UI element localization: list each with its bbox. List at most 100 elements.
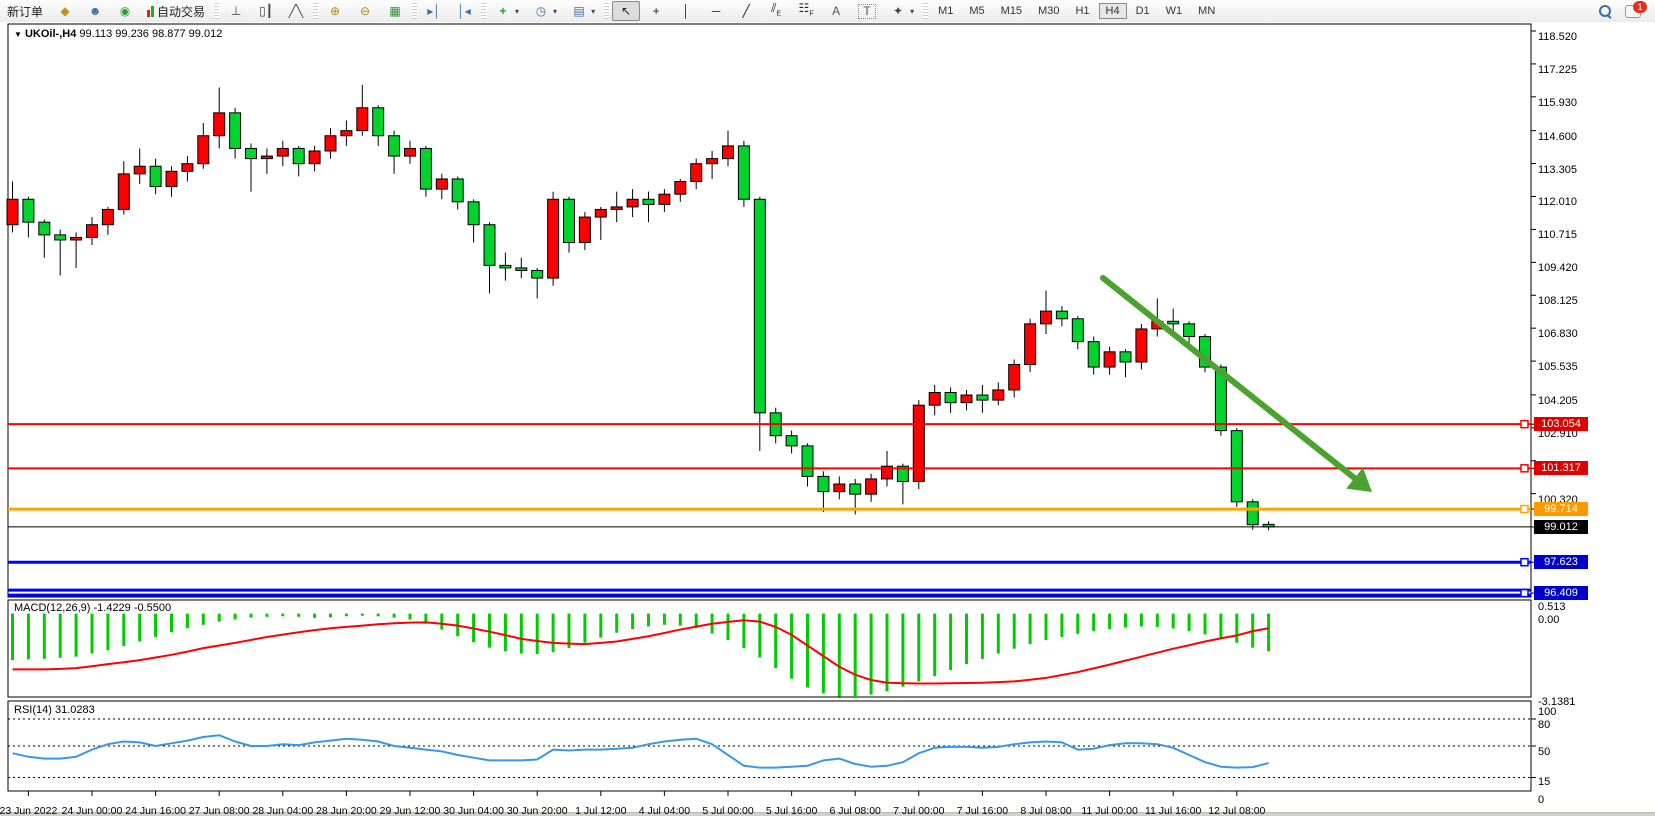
timeframe-button-H4[interactable]: H4 — [1098, 3, 1127, 19]
price-tick-label: 108.125 — [1538, 295, 1578, 308]
candle — [547, 198, 560, 279]
candle — [324, 135, 337, 152]
collapse-triangle-icon[interactable]: ▼ — [14, 30, 22, 39]
signal-broadcast-button[interactable]: ◉ — [111, 1, 139, 21]
price-tick-label: 110.715 — [1538, 229, 1577, 242]
candle — [928, 391, 941, 406]
text-button[interactable]: A — [822, 1, 850, 21]
toolbar-grip — [481, 3, 487, 19]
horizontal-line-icon: ─ — [711, 4, 721, 18]
crosshair-icon: + — [652, 4, 660, 18]
template-button[interactable]: ▤ ▾ — [565, 1, 601, 21]
price-line-badge: 103.054 — [1534, 417, 1588, 432]
price-line-badge: 101.317 — [1534, 461, 1588, 476]
horizontal-line-button[interactable]: ─ — [702, 1, 730, 21]
hline-handle[interactable] — [1520, 557, 1529, 567]
candle — [1246, 501, 1259, 526]
macd-values: -1.4229 -0.5500 — [93, 602, 172, 614]
candle — [658, 193, 671, 205]
new-order-button[interactable]: 新订单 — [1, 1, 49, 22]
trend-arrow-head — [1346, 467, 1372, 492]
timeframe-button-W1[interactable]: W1 — [1165, 5, 1183, 17]
timeframe-button-D1[interactable]: D1 — [1135, 5, 1150, 17]
price-pane[interactable] — [7, 23, 1532, 598]
insert-group: + ▾ ◷ ▾ ▤ ▾ — [488, 0, 602, 22]
candlestick-chart-button[interactable]: ▯┃ — [252, 1, 280, 21]
auto-trading-button[interactable]: 自动交易 — [141, 1, 211, 22]
hline-handle[interactable] — [1520, 419, 1529, 429]
candle — [1024, 323, 1037, 366]
price-tick-label: 112.010 — [1538, 196, 1577, 209]
terminal-button[interactable]: ◆ — [51, 1, 79, 21]
channel-button[interactable]: ⫽E — [762, 0, 790, 24]
candle — [1040, 310, 1052, 325]
trend-arrow[interactable] — [1100, 275, 1365, 487]
time-tick-label: 4 Jul 04:00 — [638, 805, 691, 816]
candle — [435, 178, 448, 190]
price-line-badge: 96.409 — [1534, 586, 1588, 601]
text-label-button[interactable]: T — [852, 2, 882, 21]
indicators-button[interactable]: + ▾ — [489, 1, 525, 21]
crosshair-button[interactable]: + — [642, 1, 670, 21]
line-chart-button[interactable]: ╱╲ — [282, 1, 310, 21]
text-icon: A — [832, 4, 841, 18]
macd-pane[interactable] — [7, 599, 1532, 698]
timeframe-button-M30[interactable]: M30 — [1038, 5, 1060, 17]
trendline-button[interactable]: ╱ — [732, 1, 760, 21]
candle — [801, 445, 814, 477]
tile-windows-icon: ▦ — [389, 4, 401, 18]
cursor-button[interactable]: ↖ — [612, 1, 641, 21]
hline-handle[interactable] — [1520, 504, 1529, 514]
auto-trading-icon — [147, 5, 155, 17]
candle — [626, 198, 639, 208]
market-watch-button[interactable]: ☻ — [81, 1, 109, 21]
rsi-line — [12, 734, 1269, 769]
text-label-icon: T — [858, 3, 877, 19]
bar-chart-button[interactable]: ⊥ — [222, 1, 250, 21]
auto-trading-label: 自动交易 — [157, 4, 206, 19]
timeframe-button-MN[interactable]: MN — [1198, 5, 1216, 17]
candle — [1103, 351, 1116, 368]
candle — [817, 475, 830, 493]
candle — [690, 163, 703, 182]
price-tick-label: 104.205 — [1538, 394, 1578, 407]
shift-chart-button[interactable]: │◂ — [450, 1, 478, 21]
rsi-value: 31.0283 — [54, 704, 95, 716]
candle — [213, 112, 226, 137]
candle — [6, 198, 19, 226]
zoom-out-button[interactable]: ⊖ — [351, 1, 379, 21]
template-icon: ▤ — [573, 4, 585, 18]
zoom-in-button[interactable]: ⊕ — [321, 1, 349, 21]
zoom-in-icon: ⊕ — [330, 4, 341, 18]
auto-scroll-button[interactable]: ▸│ — [420, 1, 448, 21]
candle — [706, 158, 719, 165]
fibonacci-button[interactable]: ☷F — [792, 0, 820, 24]
hline-handle[interactable] — [1520, 588, 1529, 598]
candle — [308, 150, 321, 165]
timeframe-button-M15[interactable]: M15 — [1000, 5, 1023, 17]
chart-canvas[interactable] — [0, 22, 1655, 816]
timeframe-button-H1[interactable]: H1 — [1075, 5, 1090, 17]
timeframe-button-M5[interactable]: M5 — [969, 5, 985, 17]
shapes-button[interactable]: ✦ ▾ — [884, 1, 920, 21]
signal-broadcast-icon: ◉ — [119, 4, 131, 18]
tile-windows-button[interactable]: ▦ — [381, 1, 409, 21]
vertical-line-button[interactable]: │ — [672, 1, 700, 21]
zoom-group: ⊕ ⊖ ▦ — [320, 0, 410, 22]
timeframe-button-M1[interactable]: M1 — [938, 5, 954, 17]
time-tick-label: 30 Jun 20:00 — [506, 805, 568, 816]
candle — [197, 135, 210, 165]
time-tick-label: 11 Jul 16:00 — [1144, 805, 1202, 816]
search-button[interactable] — [1593, 3, 1617, 19]
candle — [419, 147, 432, 190]
toolbar-grip — [214, 3, 220, 19]
notifications-button[interactable]: 1 — [1619, 0, 1647, 20]
period-button[interactable]: ◷ ▾ — [527, 1, 563, 21]
macd-name: MACD(12,26,9) — [14, 602, 91, 614]
hline-handle[interactable] — [1520, 464, 1529, 473]
toolbar-grip — [313, 3, 319, 19]
time-tick-label: 8 Jul 08:00 — [1020, 805, 1072, 816]
time-tick-label: 12 Jul 08:00 — [1208, 805, 1266, 816]
candle — [1087, 341, 1100, 368]
candle — [881, 465, 893, 480]
